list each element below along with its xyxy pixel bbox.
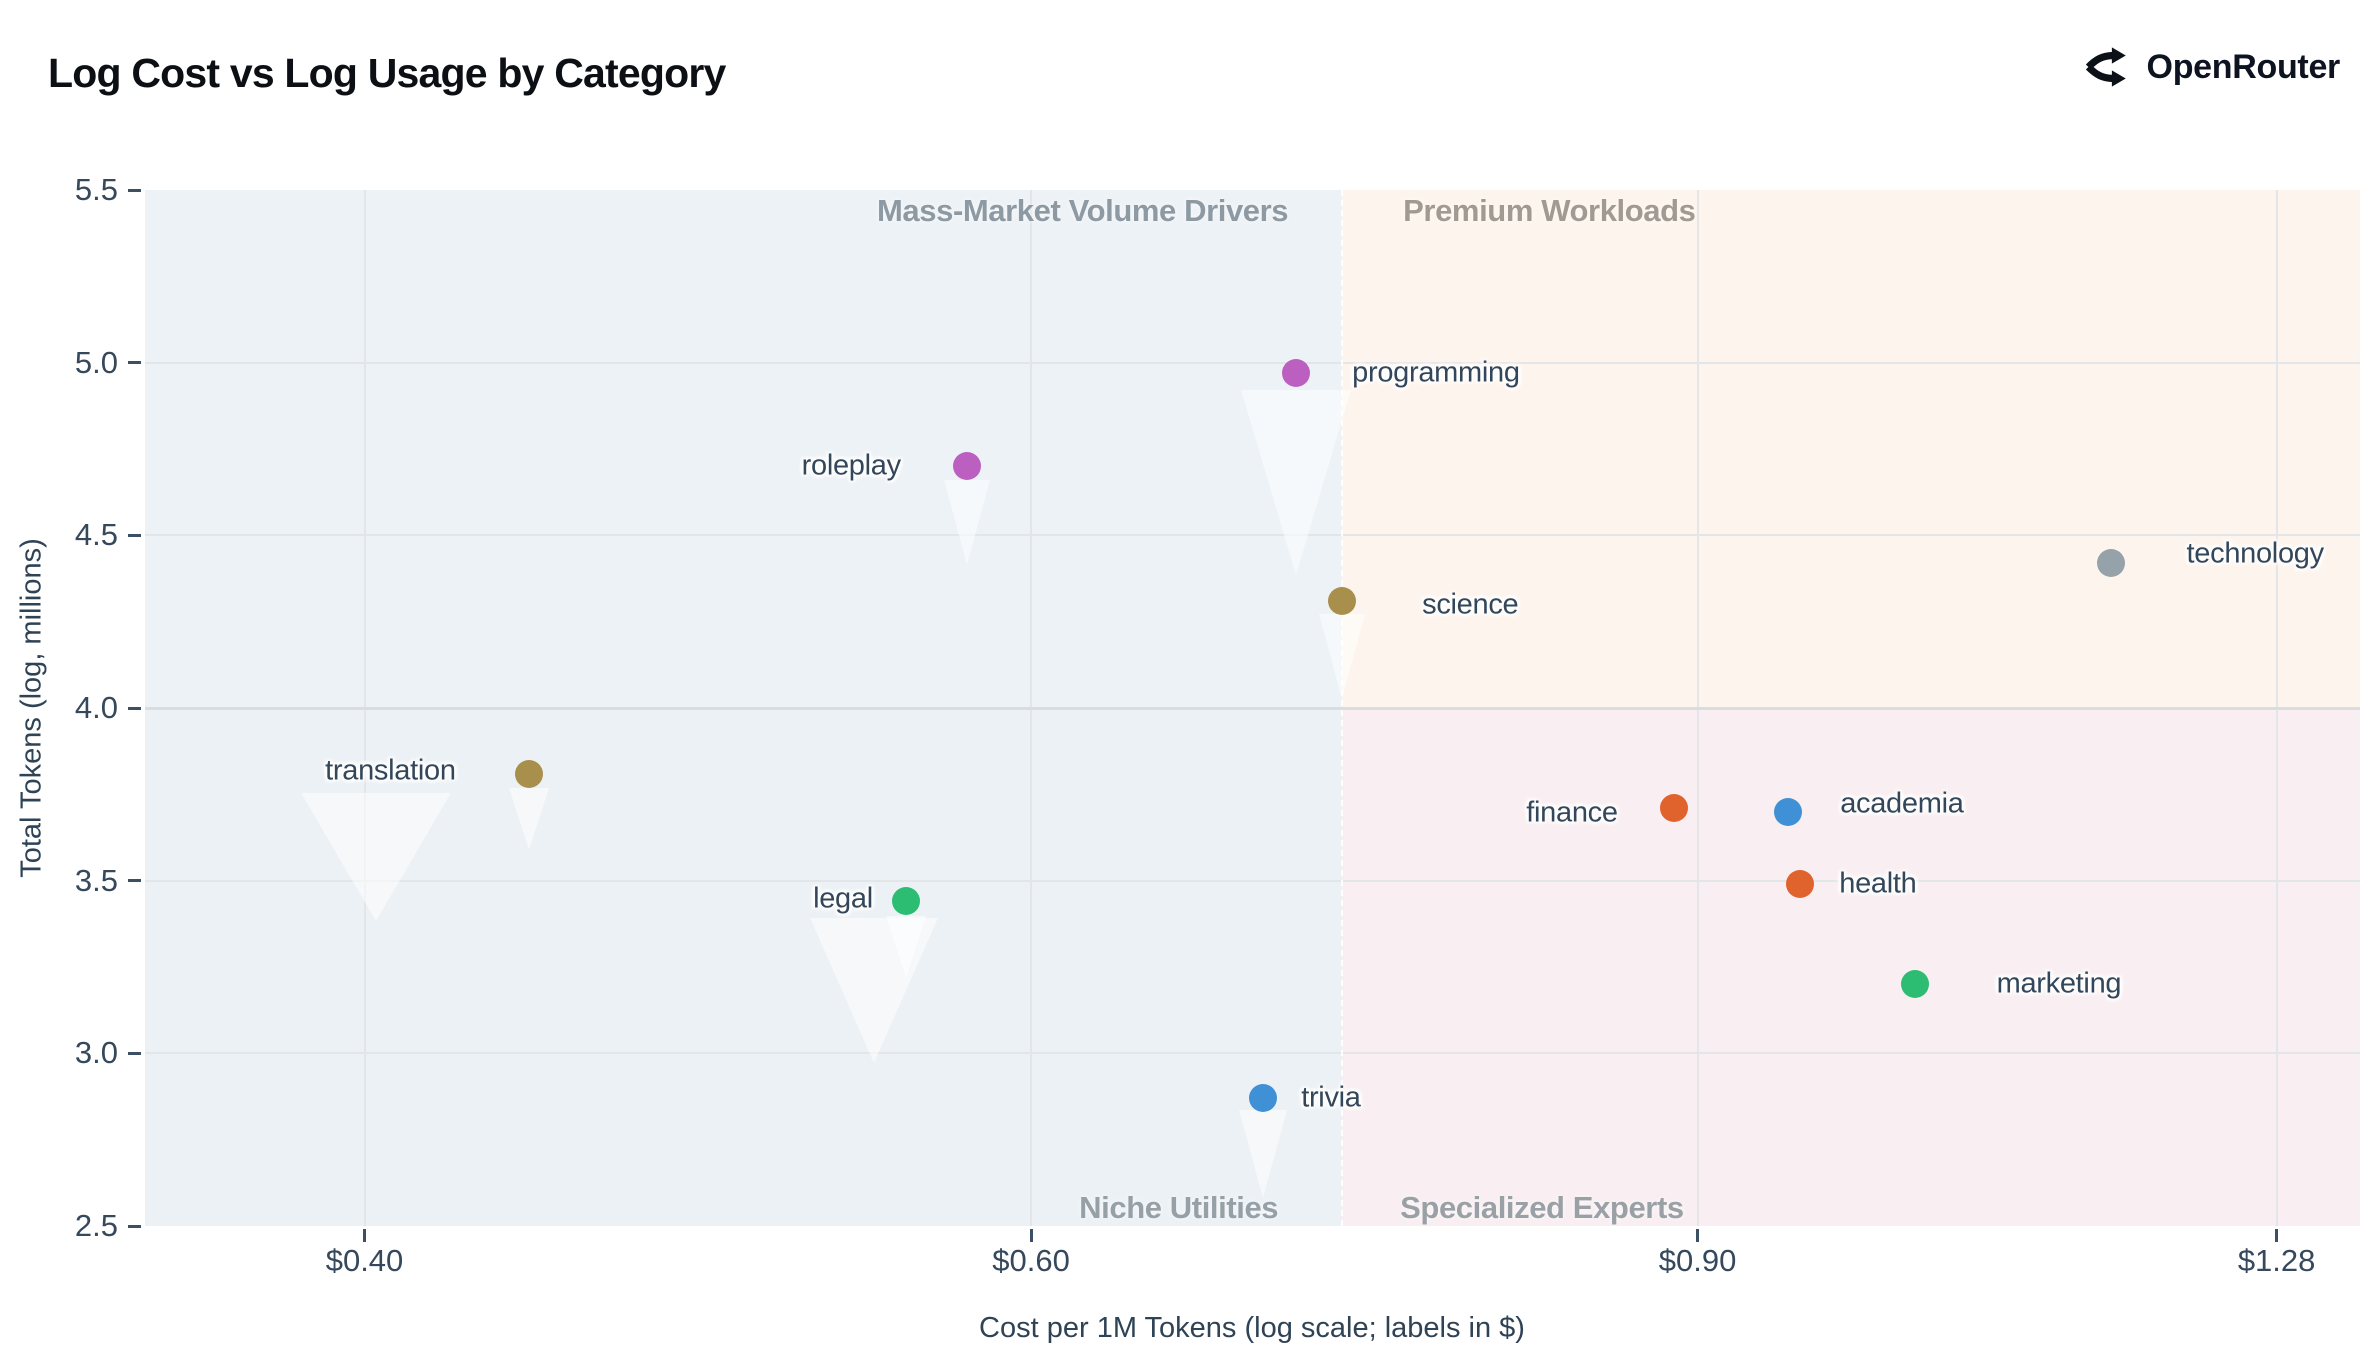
y-gridline [145,534,2360,537]
point-label-programming: programming [1352,356,1520,389]
point-label-translation: translation [325,754,456,787]
y-tick-mark [128,706,141,710]
point-label-trivia: trivia [1301,1081,1361,1114]
x-tick-label: $1.28 [2237,1243,2316,1278]
quadrant-premium [1342,190,2360,708]
x-tick-mark [2275,1229,2279,1242]
brand-name: OpenRouter [2146,47,2341,86]
quadrant-label-mass-market: Mass-Market Volume Drivers [877,193,1289,228]
y-tick-mark [128,533,141,537]
y-tick-mark [128,1224,141,1228]
quadrant-mass-market [145,190,1343,708]
point-label-science: science [1422,588,1519,621]
x-tick-mark [363,1229,366,1242]
y-tick-label: 4.5 [74,517,118,553]
point-academia[interactable] [1774,797,1803,826]
point-label-roleplay: roleplay [801,449,901,482]
quadrant-label-niche: Niche Utilities [1079,1190,1279,1225]
page-title: Log Cost vs Log Usage by Category [48,50,726,96]
point-label-legal: legal [813,882,873,915]
y-tick-label: 5.0 [74,344,118,380]
point-trivia[interactable] [1249,1084,1278,1113]
quadrant-specialized [1342,708,2360,1226]
y-tick-label: 2.5 [74,1208,118,1243]
point-label-technology: technology [2186,537,2325,570]
point-translation[interactable] [514,759,543,788]
y-tick-label: 3.0 [74,1035,118,1071]
y-tick-label: 4.0 [74,690,118,725]
x-tick-label: $0.40 [325,1243,404,1278]
point-health[interactable] [1786,870,1815,899]
y-tick-mark [128,1051,141,1055]
point-technology[interactable] [2096,548,2125,577]
quadrant-split-vertical [1341,190,1344,1226]
y-gridline [145,1052,2360,1055]
brand: OpenRouter [2085,44,2341,90]
point-label-health: health [1839,867,1917,900]
x-tick-mark [1029,1229,1033,1242]
point-legal[interactable] [891,887,920,916]
point-science[interactable] [1328,586,1357,615]
y-tick-label: 3.5 [74,862,118,898]
x-tick-mark [1696,1229,1700,1242]
quadrant-split-horizontal [145,706,2360,710]
openrouter-logo-icon [2085,47,2126,87]
y-tick-mark [128,879,141,883]
quadrant-label-premium: Premium Workloads [1403,193,1696,228]
point-programming[interactable] [1282,359,1311,388]
y-gridline [145,879,2360,882]
point-finance[interactable] [1659,794,1688,823]
point-marketing[interactable] [1900,970,1929,999]
y-gridline [145,361,2360,364]
point-label-finance: finance [1526,796,1618,829]
point-label-academia: academia [1840,787,1964,820]
x-tick-label: $0.60 [992,1243,1070,1278]
y-tick-mark [128,188,141,192]
quadrant-label-specialized: Specialized Experts [1400,1190,1684,1225]
y-tick-label: 5.5 [74,172,118,207]
x-axis-title: Cost per 1M Tokens (log scale; labels in… [979,1312,1525,1344]
point-label-marketing: marketing [1996,967,2122,1000]
point-roleplay[interactable] [952,452,981,481]
y-tick-mark [128,361,141,365]
x-tick-label: $0.90 [1658,1243,1737,1278]
